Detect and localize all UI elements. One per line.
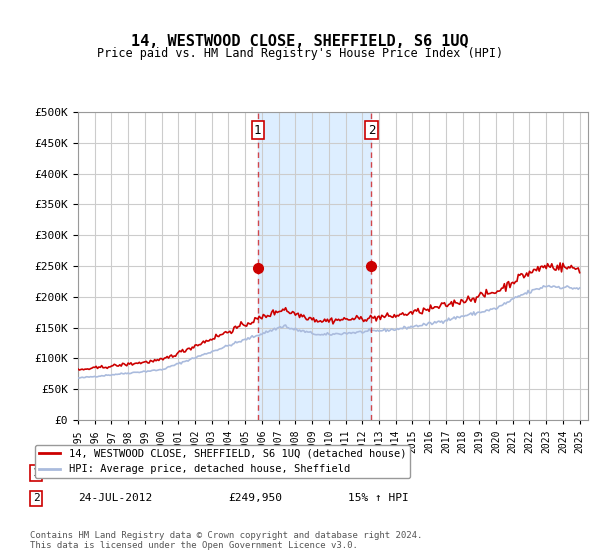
Text: 15% ↑ HPI: 15% ↑ HPI xyxy=(348,493,409,503)
Text: 2: 2 xyxy=(32,493,40,503)
Text: 14, WESTWOOD CLOSE, SHEFFIELD, S6 1UQ: 14, WESTWOOD CLOSE, SHEFFIELD, S6 1UQ xyxy=(131,35,469,49)
Text: £246,950: £246,950 xyxy=(228,468,282,478)
Text: 1: 1 xyxy=(32,468,40,478)
Text: £249,950: £249,950 xyxy=(228,493,282,503)
Bar xyxy=(258,112,371,420)
Text: Contains HM Land Registry data © Crown copyright and database right 2024.
This d: Contains HM Land Registry data © Crown c… xyxy=(30,531,422,550)
Text: 30-SEP-2005: 30-SEP-2005 xyxy=(78,468,152,478)
Text: 19% ↑ HPI: 19% ↑ HPI xyxy=(348,468,409,478)
Text: 24-JUL-2012: 24-JUL-2012 xyxy=(78,493,152,503)
Legend: 14, WESTWOOD CLOSE, SHEFFIELD, S6 1UQ (detached house), HPI: Average price, deta: 14, WESTWOOD CLOSE, SHEFFIELD, S6 1UQ (d… xyxy=(35,445,410,478)
Text: 1: 1 xyxy=(254,124,262,137)
Text: 2: 2 xyxy=(368,124,375,137)
Text: Price paid vs. HM Land Registry's House Price Index (HPI): Price paid vs. HM Land Registry's House … xyxy=(97,46,503,60)
